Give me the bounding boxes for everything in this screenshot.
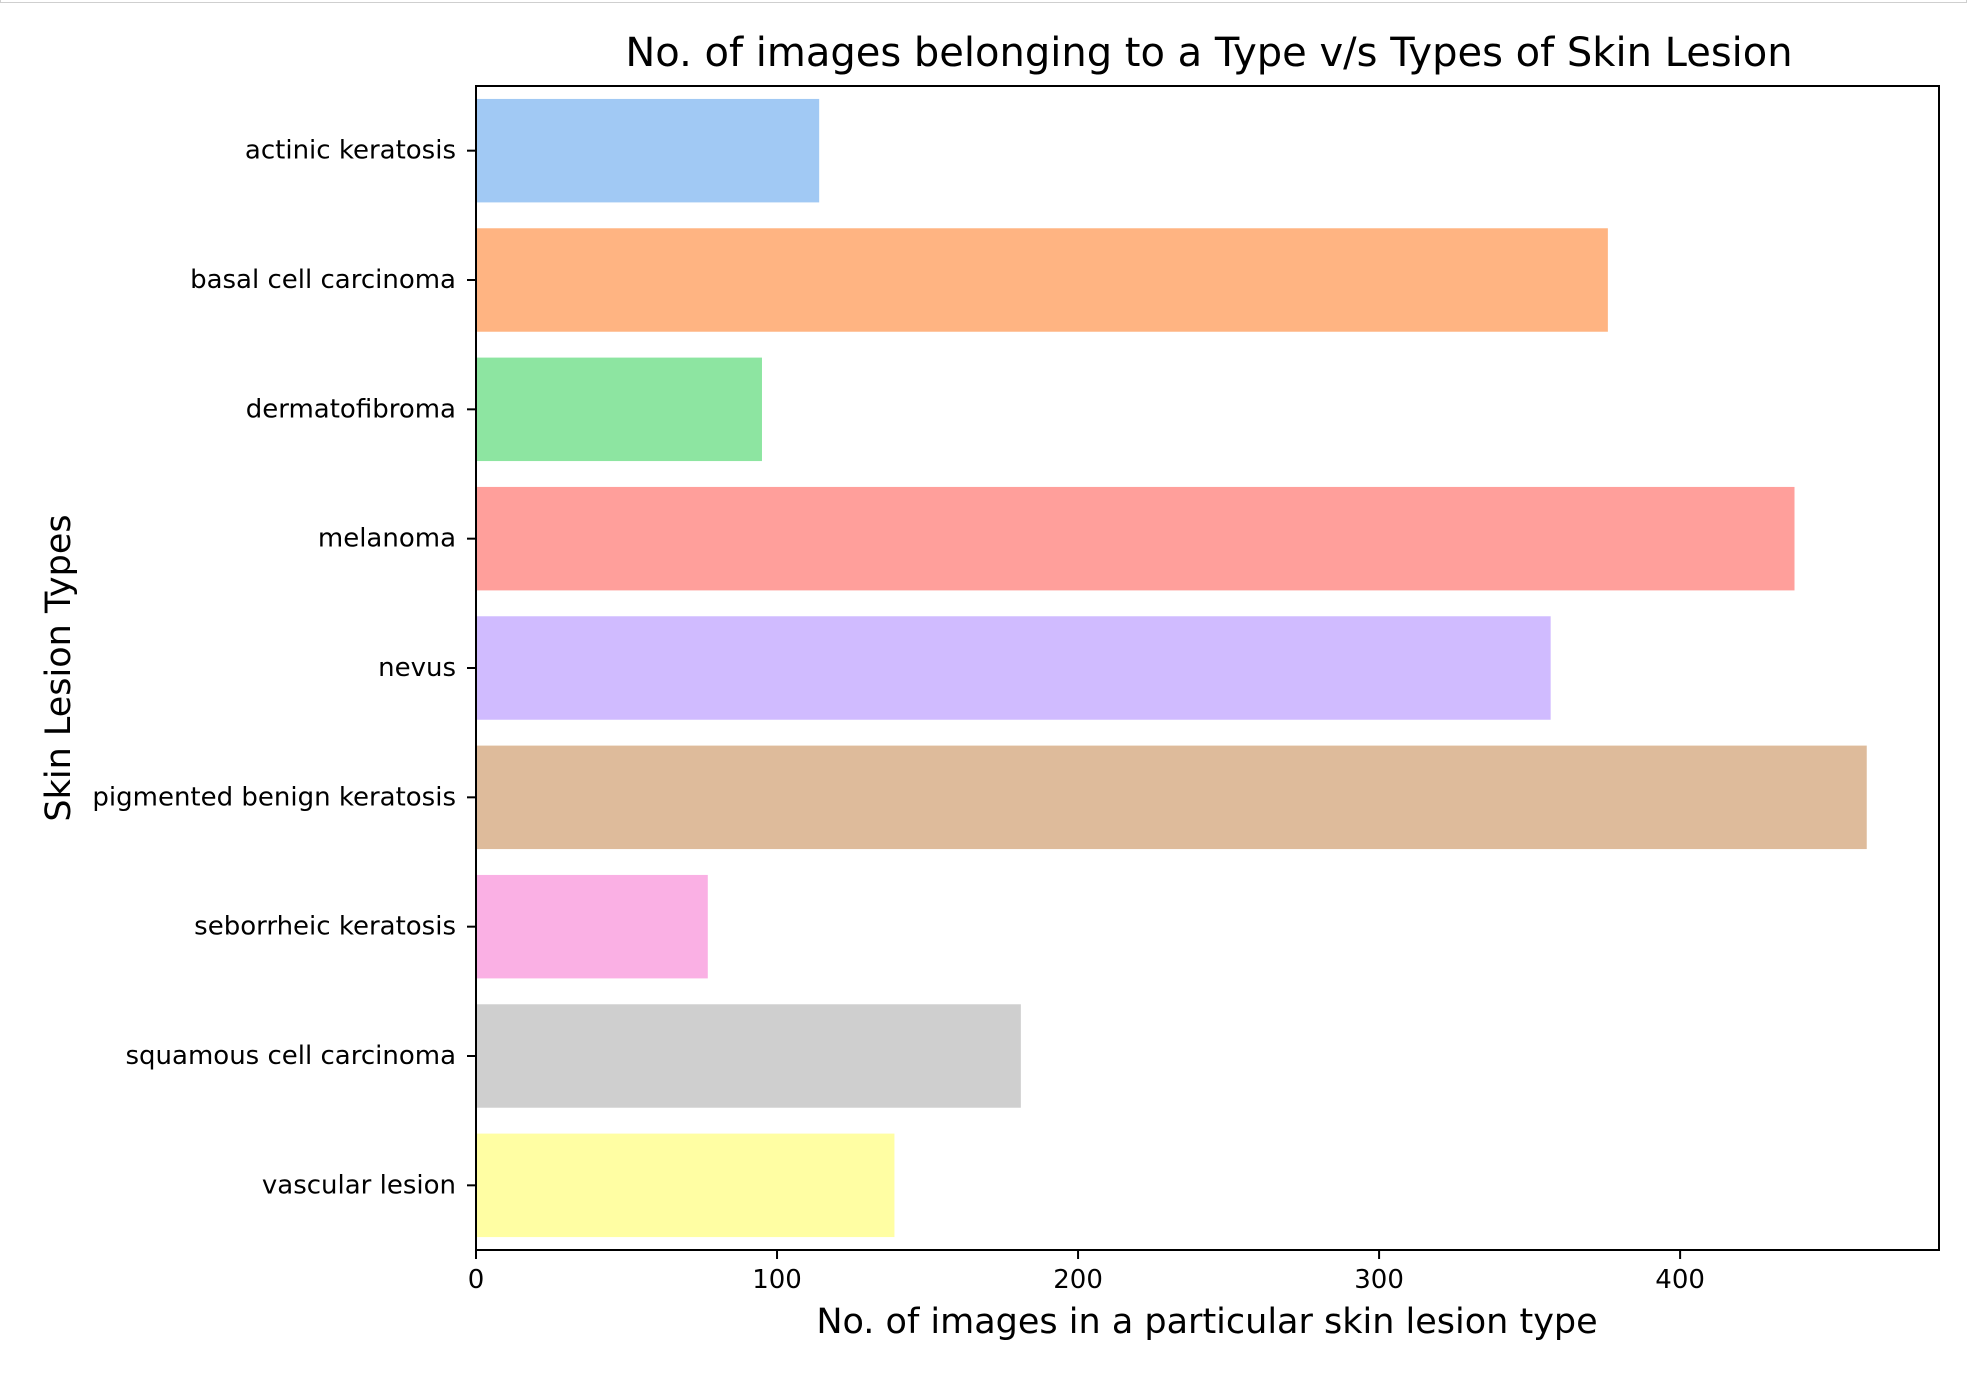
- y-tick-label: seborrheic keratosis: [194, 912, 456, 942]
- cell-border-top: [0, 0, 1967, 3]
- bar-squamous-cell-carcinoma: [476, 1004, 1021, 1108]
- x-tick-label: 0: [468, 1265, 485, 1295]
- x-tick-label: 200: [1053, 1265, 1103, 1295]
- x-tick-label: 300: [1354, 1265, 1404, 1295]
- x-tick-label: 400: [1655, 1265, 1705, 1295]
- bar-vascular-lesion: [476, 1133, 895, 1238]
- y-tick-label: actinic keratosis: [245, 136, 456, 166]
- y-tick-label: squamous cell carcinoma: [126, 1041, 457, 1071]
- bar-basal-cell-carcinoma: [476, 228, 1608, 332]
- bar-actinic-keratosis: [476, 98, 820, 203]
- y-tick-label: melanoma: [318, 524, 456, 554]
- bar-pigmented-benign-keratosis: [476, 745, 1867, 850]
- bar-nevus: [476, 616, 1551, 720]
- y-axis-label: Skin Lesion Types: [39, 514, 79, 821]
- x-tick-label: 100: [752, 1265, 802, 1295]
- x-axis: 0 100 200 300 400: [468, 1250, 1705, 1295]
- y-tick-label: vascular lesion: [262, 1170, 456, 1200]
- y-tick-label: basal cell carcinoma: [190, 265, 456, 295]
- bar-seborrheic-keratosis: [476, 874, 708, 979]
- x-axis-label: No. of images in a particular skin lesio…: [816, 1302, 1597, 1342]
- bars-layer: [476, 98, 1867, 1238]
- y-tick-label: dermatofibroma: [246, 394, 456, 424]
- bar-dermatofibroma: [476, 357, 762, 462]
- y-axis: actinic keratosis basal cell carcinoma der…: [92, 136, 476, 1200]
- y-tick-label: nevus: [378, 653, 456, 683]
- chart-title: No. of images belonging to a Type v/s Ty…: [625, 30, 1792, 76]
- bar-melanoma: [476, 486, 1795, 591]
- y-tick-label: pigmented benign keratosis: [92, 782, 456, 812]
